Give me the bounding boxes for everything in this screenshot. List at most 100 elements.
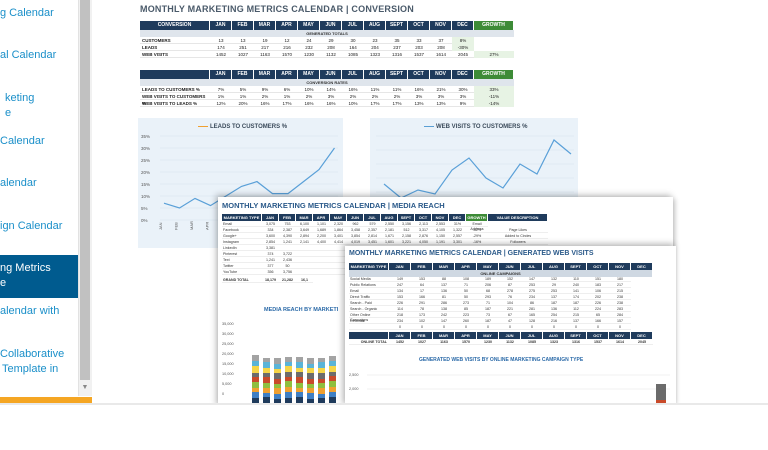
table-cell: 8% (452, 37, 474, 44)
y-tick-label: 35,000 (222, 322, 234, 326)
total-cell: 18,179 (265, 278, 276, 282)
table-cell: 137 (441, 283, 447, 287)
table-cell: 29 (552, 283, 556, 287)
stacked-bar-segment (329, 397, 336, 403)
table-cell: 17% (370, 101, 380, 106)
y-tick-label: 30% (141, 146, 150, 151)
chart-title: LEADS TO CUSTOMERS % (198, 124, 287, 130)
table-cell: 2% (261, 94, 269, 99)
x-tick-label: APR (205, 222, 210, 230)
stacked-bar-segment (296, 397, 303, 403)
stacked-bar-segment (263, 362, 270, 368)
stacked-bar-segment (263, 377, 270, 383)
header-cell: FEB (411, 263, 433, 270)
header-cell: JUL (521, 332, 543, 339)
table-header: MARKETING TYPE JAN FEB MAR APR MAY JUN JUL AUG SE… (349, 263, 653, 270)
sidebar-item-8[interactable]: Collaborative Template in (0, 347, 78, 377)
scroll-down-arrow-icon[interactable]: ▼ (81, 384, 89, 391)
header-cell: FEB (411, 332, 433, 339)
sidebar-item-label: e (5, 107, 12, 119)
table-cell: 0 (553, 325, 555, 329)
stacked-bar-segment (252, 361, 259, 366)
stacked-bar-segment (274, 394, 281, 399)
table-cell: 12 (284, 38, 290, 43)
table-cell: 202 (595, 295, 601, 299)
sidebar-item-4[interactable]: alendar (0, 176, 78, 191)
table-cell: 3% (415, 94, 423, 99)
table-cell: 2% (371, 94, 379, 99)
table-cell: 962 (352, 222, 359, 226)
table-cell: 6% (283, 87, 291, 92)
table-cell: 1,601 (385, 240, 394, 244)
y-tick-label: 35% (141, 134, 150, 139)
table-cell: 260 (463, 319, 469, 323)
table-row: Facebook 334 2,387 3,649 1,689 1,864 3,458 2,35… (222, 228, 548, 233)
table-cell: 180 (617, 277, 623, 281)
header-cell: DEC (449, 214, 466, 221)
y-tick-label: 20,000 (222, 352, 234, 356)
sidebar-item-3[interactable]: Calendar (0, 134, 78, 149)
sidebar-item-5[interactable]: ign Calendar (0, 219, 78, 234)
y-tick-label: 2,500 (349, 373, 359, 377)
table-cell: 64 (420, 283, 424, 287)
x-tick-label: MAR (189, 221, 194, 230)
table-cell: 12% (216, 101, 226, 106)
stacked-bar-segment (263, 388, 270, 393)
stacked-bar-segment (307, 364, 314, 368)
total-row: GRAND TOTAL 18,179 21,282 16,1 (222, 278, 313, 283)
table-cell: 73 (486, 313, 490, 317)
sidebar-item-0[interactable]: g Calendar (0, 6, 78, 21)
table-cell: 50 (464, 289, 468, 293)
header-cell: APR (455, 263, 477, 270)
table-cell: Followers (510, 240, 526, 244)
table-cell: 3,649 (300, 228, 309, 232)
table-cell: 242 (441, 313, 447, 317)
stacked-bar-segment (307, 388, 314, 393)
table-cell: 1,150 (436, 234, 445, 238)
table-cell: 3,317 (419, 228, 428, 232)
table-cell: 2,814 (368, 234, 377, 238)
sidebar-item-7[interactable]: alendar with (0, 304, 78, 319)
table-cell: 173 (419, 313, 425, 317)
stacked-bar-segment (285, 381, 292, 387)
table-cell: 216 (283, 45, 291, 50)
stacked-bar-segment (329, 372, 336, 376)
table-cell: 293 (485, 295, 491, 299)
sidebar-scrollbar-thumb[interactable] (80, 0, 90, 380)
table-cell: 273 (463, 301, 469, 305)
table-cell: 134 (397, 289, 403, 293)
table-cell: 20% (238, 101, 248, 106)
table-cell: 3,458 (351, 228, 360, 232)
table-cell: 1% (217, 94, 225, 99)
table-cell: 204 (371, 45, 379, 50)
sidebar-item-active[interactable]: ng Metrics e (0, 255, 78, 298)
series-line (383, 139, 572, 199)
table-cell: Email (350, 289, 359, 293)
table-cell: 4,019 (351, 240, 360, 244)
media-reach-chart: 35,000 30,000 25,000 20,000 15,000 10,000 5,00… (222, 322, 336, 403)
table-cell: 16% (326, 101, 336, 106)
stacked-bar-segment (318, 383, 325, 388)
stacked-bar-segment (274, 379, 281, 384)
sidebar-item-1[interactable]: al Calendar (0, 48, 78, 63)
sidebar-item-2[interactable]: keting e (0, 91, 78, 121)
table-subheader: CONVERSION RATES (140, 79, 514, 86)
stacked-bar-segment (296, 357, 303, 362)
table-cell: 238 (617, 301, 623, 305)
table-cell: 33 (416, 38, 422, 43)
stacked-bar-segment (318, 358, 325, 362)
sidebar-item-label: g Calendar (0, 7, 54, 19)
table-cell: 13 (240, 38, 246, 43)
y-tick-label: 25% (141, 158, 150, 163)
table-cell: 3% (437, 94, 445, 99)
stacked-bar-segment (307, 368, 314, 373)
table-cell: 512 (403, 228, 410, 232)
table-cell: 1,191 (436, 240, 445, 244)
table-cell: 183 (595, 283, 601, 287)
table-cell: 216 (551, 319, 557, 323)
stacked-bar-segment (318, 394, 325, 398)
header-cell: SEPT (386, 70, 408, 79)
table-row: Email 3,075 753 6,100 1,101 2,320 962 579 2,550 3… (222, 222, 488, 231)
table-cell: 30 (350, 38, 356, 43)
table-header: MARKETING TYPE JAN FEB MAR APR MAY JUN JUL AUG SE… (222, 214, 548, 221)
